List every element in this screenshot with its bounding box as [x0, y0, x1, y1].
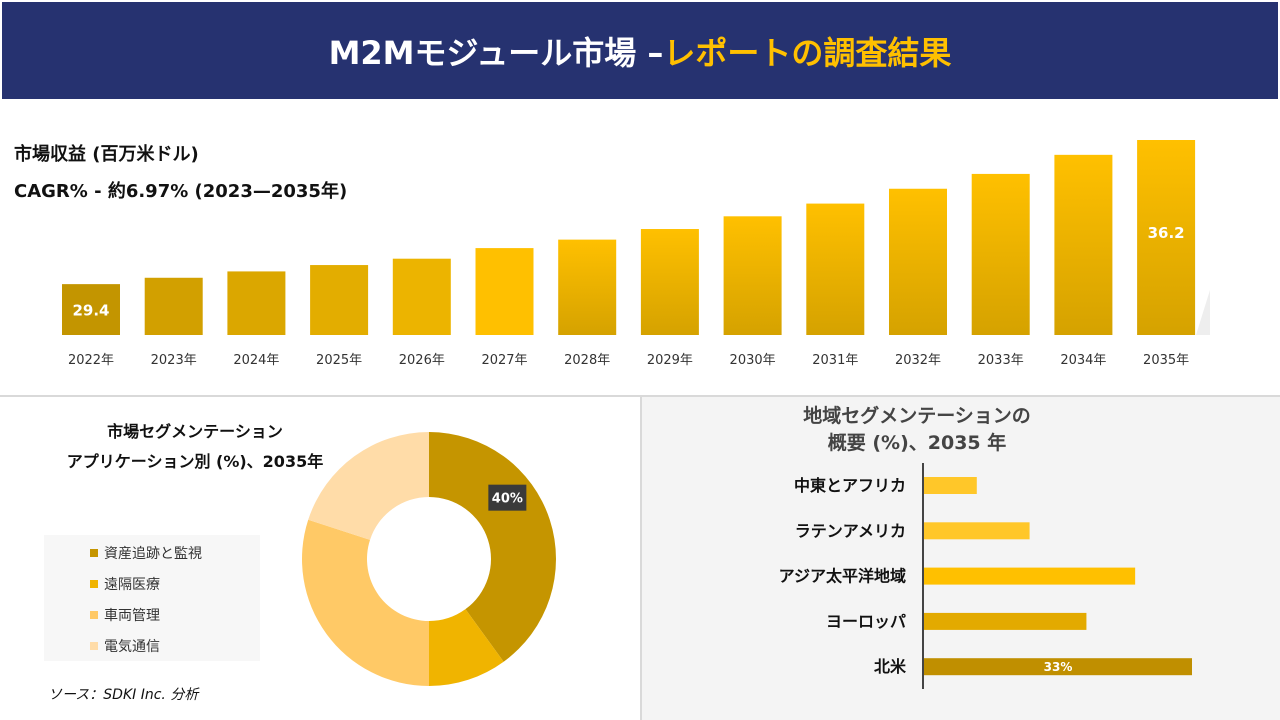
region-value-label: 33%	[1044, 660, 1073, 674]
revenue-bar	[227, 271, 286, 335]
data-label-box	[488, 484, 527, 511]
revenue-bar-chart: 2022年 29.4 2023年 2024年 2025年 2026年 2027年 2028年 2…	[60, 140, 1210, 368]
revenue-bar	[310, 265, 369, 335]
legend-item: 電気通信	[90, 636, 160, 656]
revenue-bar	[392, 258, 451, 335]
donut-slice	[429, 609, 504, 686]
year-tick-label: 2027年	[481, 353, 527, 368]
revenue-bar	[1137, 140, 1196, 335]
revenue-bar	[144, 277, 203, 335]
legend-item: 資産追跡と監視	[90, 543, 202, 563]
revenue-bar	[971, 173, 1030, 335]
region-label: ラテンアメリカ	[795, 521, 906, 540]
region-label: ヨーロッパ	[826, 612, 906, 631]
donut-slice	[301, 519, 429, 686]
cagr-label: CAGR% - 約6.97% (2023—2035年)	[14, 181, 348, 202]
year-tick-label: 2030年	[730, 353, 776, 368]
page-title: M2Mモジュール市場 –	[328, 33, 664, 72]
region-title-line1: 地域セグメンテーションの	[803, 405, 1031, 427]
year-tick-label: 2033年	[978, 353, 1024, 368]
legend-label: 遠隔医療	[104, 577, 160, 593]
region-label: 中東とアフリカ	[794, 476, 906, 495]
segment-title: 市場セグメンテーション アプリケーション別 (%)、2035年	[40, 417, 350, 477]
region-label: アジア太平洋地域	[779, 567, 906, 586]
page-title-highlight: レポートの調査結果	[663, 33, 952, 72]
donut-legend: 資産追跡と監視 遠隔医療車両管理電気通信	[44, 535, 260, 661]
year-tick-label: 2029年	[647, 353, 693, 368]
year-tick-label: 2035年	[1143, 353, 1189, 368]
legend-label: 車両管理	[104, 608, 160, 624]
revenue-bar	[889, 188, 947, 335]
region-title-line2: 概要 (%)、2035 年	[827, 432, 1007, 454]
region-bar	[924, 567, 1136, 585]
segment-title-line2: アプリケーション別 (%)、2035年	[66, 452, 324, 471]
revenue-bar	[723, 216, 782, 335]
year-tick-label: 2026年	[399, 353, 445, 368]
legend-item: 車両管理	[90, 605, 160, 625]
bar-value-label: 29.4	[72, 302, 109, 320]
region-bar	[924, 658, 1192, 676]
revenue-bar	[558, 239, 617, 335]
legend-label: 電気通信	[104, 639, 160, 655]
legend-label: 資産追跡と監視	[104, 546, 202, 562]
bar-value-label: 36.2	[1148, 224, 1185, 242]
year-tick-label: 2032年	[895, 353, 941, 368]
revenue-bar	[640, 229, 699, 335]
donut-value-label: 40%	[492, 492, 523, 507]
header-banner: M2Mモジュール市場 – レポートの調査結果	[0, 0, 1280, 101]
divider	[0, 395, 1280, 397]
source-note: ソース：SDKI Inc. 分析	[48, 687, 199, 703]
legend-swatch	[90, 580, 98, 588]
revenue-bar	[1054, 154, 1113, 335]
revenue-bar	[475, 248, 534, 335]
legend-item: 遠隔医療	[90, 574, 160, 594]
revenue-bar	[806, 203, 865, 335]
application-donut-chart: 40%	[301, 432, 556, 686]
year-tick-label: 2022年	[68, 353, 114, 368]
legend-swatch	[90, 549, 98, 557]
revenue-label: 市場収益 (百万米ドル)	[14, 144, 199, 165]
segment-title-line1: 市場セグメンテーション	[107, 422, 283, 441]
region-bar	[924, 477, 977, 494]
region-bar	[924, 522, 1030, 540]
year-tick-label: 2031年	[812, 353, 858, 368]
region-panel: 地域セグメンテーションの 概要 (%)、2035 年 中東とアフリカ ラテンアメリ…	[640, 397, 1280, 720]
region-title: 地域セグメンテーションの 概要 (%)、2035 年	[642, 403, 1280, 457]
region-bar	[924, 612, 1087, 630]
legend-swatch	[90, 642, 98, 650]
region-label: 北米	[874, 657, 907, 676]
year-tick-label: 2028年	[564, 353, 610, 368]
year-tick-label: 2024年	[233, 353, 279, 368]
donut-slice	[308, 432, 429, 540]
revenue-bar	[62, 284, 120, 335]
year-tick-label: 2025年	[316, 353, 362, 368]
year-tick-label: 2023年	[151, 353, 197, 368]
legend-swatch	[90, 611, 98, 619]
year-tick-label: 2034年	[1060, 353, 1106, 368]
